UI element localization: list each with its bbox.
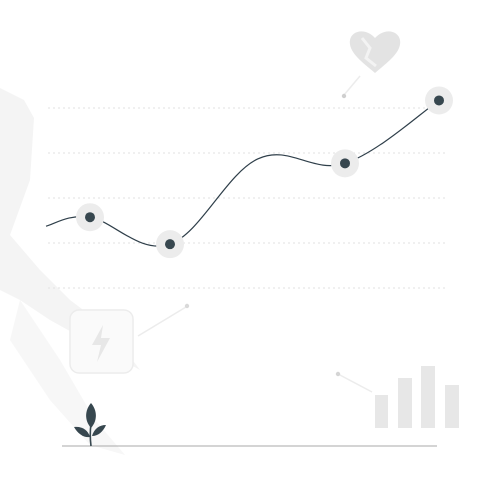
chart-gridlines (48, 107, 448, 289)
plant-icon (74, 403, 106, 447)
data-line (45, 99, 440, 247)
data-point (85, 212, 95, 223)
data-point (434, 95, 444, 106)
heart-icon (341, 31, 401, 99)
data-point (340, 158, 350, 169)
background-silhouette-tail (10, 300, 125, 455)
data-points (76, 86, 453, 259)
background-silhouette (0, 88, 140, 370)
mini-bar-chart-icon (335, 366, 459, 428)
data-point (165, 239, 175, 250)
lightning-bolt-icon (69, 303, 190, 374)
